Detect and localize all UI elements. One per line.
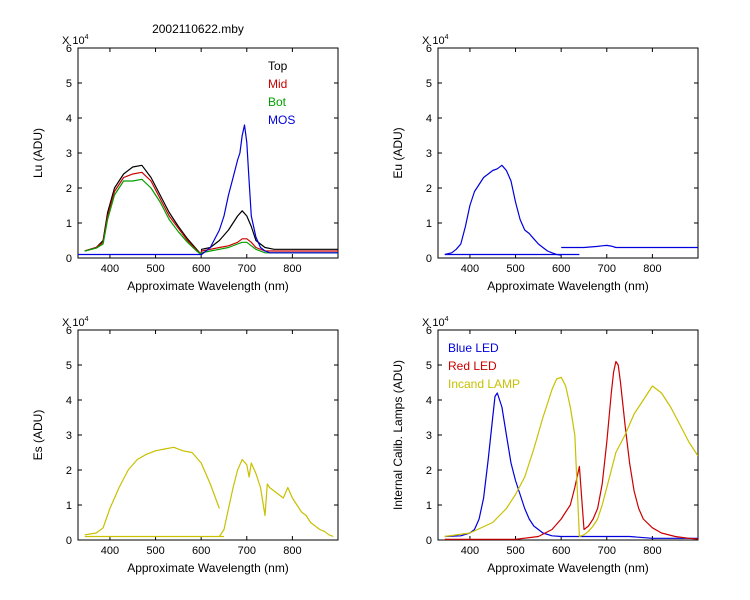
y-tick-label: 2 — [426, 183, 432, 195]
y-tick-label: 5 — [426, 360, 432, 372]
x-tick-label: 800 — [283, 263, 301, 275]
series-group — [444, 360, 698, 540]
y-tick-label: 2 — [66, 465, 72, 477]
y-multiplier-exponent: 4 — [85, 34, 89, 41]
series-group — [444, 164, 698, 256]
x-axis-label: Approximate Wavelength (nm) — [127, 561, 289, 575]
y-tick-label: 1 — [426, 218, 432, 230]
y-multiplier-exponent: 4 — [85, 316, 89, 323]
y-multiplier: X 104 — [62, 34, 89, 47]
x-tick-label: 600 — [192, 263, 210, 275]
y-multiplier: X 104 — [422, 34, 449, 47]
y-multiplier-base: X 10 — [422, 35, 445, 47]
x-tick-label: 400 — [101, 545, 119, 557]
series-1-line — [444, 164, 562, 256]
x-tick-label: 600 — [552, 545, 570, 557]
y-tick-label: 0 — [426, 253, 432, 265]
x-tick-label: 400 — [461, 545, 479, 557]
mos-line — [78, 124, 338, 256]
legend-entry: Top — [268, 59, 288, 73]
figure-title: 2002110622.mby — [152, 22, 244, 36]
y-tick-label: 5 — [66, 360, 72, 372]
mid-line — [84, 171, 338, 256]
y-axis-label: Lu (ADU) — [31, 128, 45, 178]
y-tick-label: 2 — [66, 183, 72, 195]
y-multiplier: X 104 — [422, 316, 449, 329]
y-tick-label: 1 — [426, 500, 432, 512]
y-multiplier: X 104 — [62, 316, 89, 329]
x-axis-label: Approximate Wavelength (nm) — [127, 279, 289, 293]
legend-entry: MOS — [268, 113, 295, 127]
y-tick-label: 4 — [426, 395, 432, 407]
x-tick-label: 400 — [101, 263, 119, 275]
blue-led-line — [444, 392, 698, 539]
y-axis-label: Internal Calib. Lamps (ADU) — [391, 360, 405, 510]
legend-entry: Red LED — [448, 359, 497, 373]
y-tick-label: 2 — [426, 465, 432, 477]
x-tick-label: 500 — [506, 545, 524, 557]
series-group — [84, 446, 334, 538]
incand-lamp-line — [444, 376, 698, 538]
y-tick-label: 6 — [66, 325, 72, 337]
x-tick-label: 700 — [238, 263, 256, 275]
x-tick-label: 800 — [643, 545, 661, 557]
y-axis-label: Es (ADU) — [31, 410, 45, 461]
x-tick-label: 500 — [506, 263, 524, 275]
y-tick-label: 4 — [66, 395, 72, 407]
x-axis-label: Approximate Wavelength (nm) — [487, 561, 649, 575]
x-tick-label: 700 — [598, 263, 616, 275]
x-tick-label: 700 — [598, 545, 616, 557]
x-tick-label: 800 — [643, 263, 661, 275]
legend-entry: Blue LED — [448, 341, 499, 355]
series-3-line — [561, 244, 698, 249]
plot-frame — [437, 47, 699, 259]
x-tick-label: 800 — [283, 545, 301, 557]
y-tick-label: 3 — [66, 430, 72, 442]
y-tick-label: 0 — [66, 253, 72, 265]
y-multiplier-base: X 10 — [62, 317, 85, 329]
legend-entry: Mid — [268, 77, 287, 91]
x-tick-label: 500 — [146, 545, 164, 557]
bot-line — [84, 178, 338, 256]
series-3-line — [218, 458, 334, 538]
x-tick-label: 600 — [192, 545, 210, 557]
y-axis-label: Eu (ADU) — [391, 127, 405, 178]
legend-entry: Incand LAMP — [448, 377, 520, 391]
series-1-line — [84, 446, 220, 536]
plot-frame — [77, 47, 339, 259]
y-tick-label: 4 — [426, 113, 432, 125]
y-tick-label: 6 — [66, 43, 72, 55]
y-tick-label: 5 — [426, 78, 432, 90]
y-tick-label: 3 — [426, 148, 432, 160]
y-tick-label: 0 — [426, 535, 432, 547]
y-tick-label: 6 — [426, 43, 432, 55]
x-tick-label: 500 — [146, 263, 164, 275]
y-tick-label: 5 — [66, 78, 72, 90]
y-tick-label: 4 — [66, 113, 72, 125]
y-multiplier-base: X 10 — [62, 35, 85, 47]
y-tick-label: 0 — [66, 535, 72, 547]
series-group — [78, 124, 338, 256]
y-tick-label: 1 — [66, 218, 72, 230]
y-tick-label: 3 — [66, 148, 72, 160]
x-tick-label: 700 — [238, 545, 256, 557]
y-tick-label: 6 — [426, 325, 432, 337]
y-tick-label: 1 — [66, 500, 72, 512]
y-tick-label: 3 — [426, 430, 432, 442]
red-led-line — [444, 360, 698, 540]
top-line — [84, 164, 338, 256]
x-tick-label: 400 — [461, 263, 479, 275]
x-axis-label: Approximate Wavelength (nm) — [487, 279, 649, 293]
y-multiplier-base: X 10 — [422, 317, 445, 329]
y-multiplier-exponent: 4 — [445, 316, 449, 323]
x-tick-label: 600 — [552, 263, 570, 275]
legend-entry: Bot — [268, 95, 287, 109]
y-multiplier-exponent: 4 — [445, 34, 449, 41]
